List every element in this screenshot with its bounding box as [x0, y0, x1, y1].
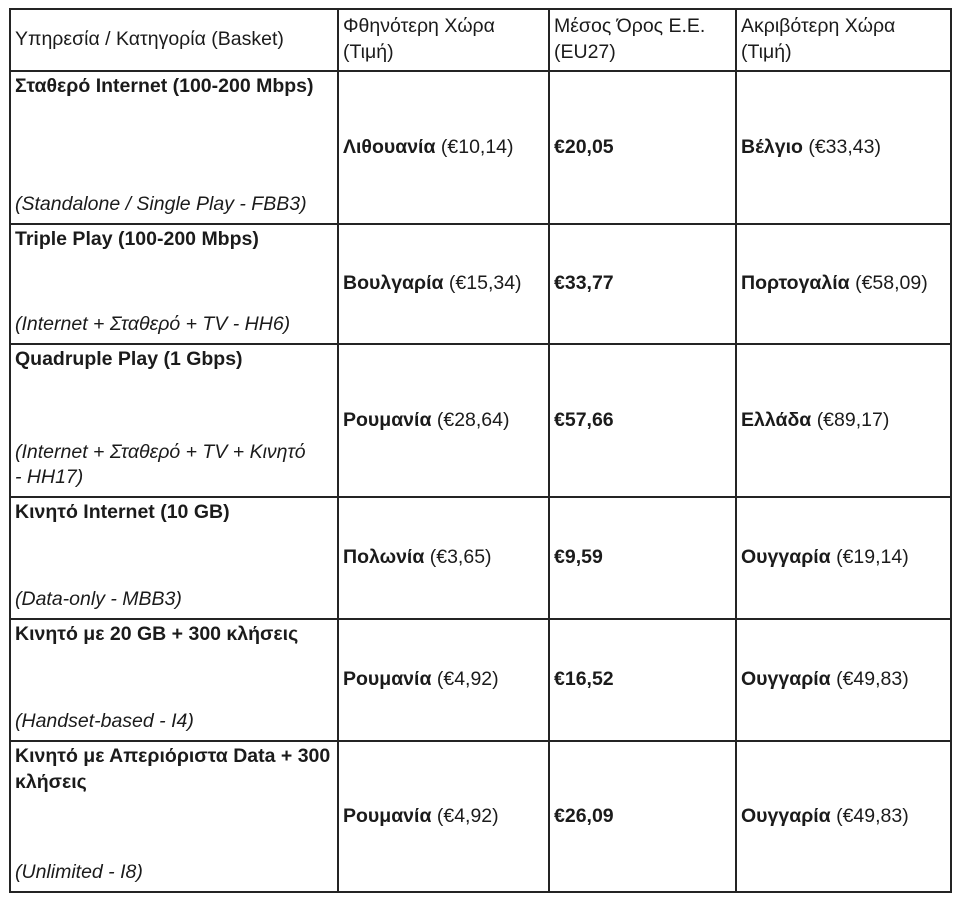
cheapest-country-cell: Βουλγαρία (€15,34): [337, 223, 550, 345]
expensive-country-name: Ουγγαρία: [741, 668, 831, 691]
expensive-country-cell: Βέλγιο (€33,43): [735, 70, 952, 225]
expensive-country-name: Βέλγιο: [741, 135, 803, 158]
eu-average-cell: €26,09: [548, 740, 737, 893]
column-header-eu-average: Μέσος Όρος Ε.Ε. (EU27): [548, 8, 737, 72]
expensive-country-price: (€19,14): [836, 546, 909, 569]
expensive-country-name: Πορτογαλία: [741, 272, 850, 295]
table-row: Triple Play (100-200 Mbps) (Internet + Σ…: [9, 223, 952, 345]
service-title: Κινητό με 20 GB + 300 κλήσεις: [15, 623, 299, 645]
cheapest-country-price: (€28,64): [436, 408, 510, 431]
column-header-service: Υπηρεσία / Κατηγορία (Basket): [9, 8, 339, 72]
cheapest-country-cell: Λιθουανία (€10,14): [337, 70, 550, 225]
cheapest-country-price: (€15,34): [448, 272, 522, 295]
cheapest-country-cell: Ρουμανία (€4,92): [337, 618, 550, 742]
cheapest-country-price: (€10,14): [440, 135, 514, 158]
cheapest-country-cell: Πολωνία (€3,65): [337, 496, 550, 620]
service-basket-note: (Standalone / Single Play - FBB3): [15, 193, 307, 216]
expensive-country-price: (€89,17): [816, 408, 890, 431]
expensive-country-price: (€33,43): [808, 135, 881, 158]
cheapest-country-name: Ρουμανία: [343, 408, 432, 431]
cheapest-country-cell: Ρουμανία (€4,92): [337, 740, 550, 893]
telecom-price-comparison-table: Υπηρεσία / Κατηγορία (Basket) Φθηνότερη …: [9, 8, 952, 893]
table-row: Κινητό Internet (10 GB) (Data-only - MBB…: [9, 496, 952, 620]
cheapest-country-price: (€3,65): [429, 546, 492, 569]
table-row: Κινητό με 20 GB + 300 κλήσεις (Handset-b…: [9, 618, 952, 742]
cheapest-country-name: Λιθουανία: [343, 135, 436, 158]
expensive-country-cell: Ουγγαρία (€49,83): [735, 618, 952, 742]
service-cell: Quadruple Play (1 Gbps) (Internet + Σταθ…: [9, 343, 339, 498]
expensive-country-cell: Ελλάδα (€89,17): [735, 343, 952, 498]
table-row: Κινητό με Απεριόριστα Data + 300 κλήσεις…: [9, 740, 952, 893]
table-row: Quadruple Play (1 Gbps) (Internet + Σταθ…: [9, 343, 952, 498]
cheapest-country-name: Ρουμανία: [343, 804, 432, 827]
column-header-cheapest-country: Φθηνότερη Χώρα (Τιμή): [337, 8, 550, 72]
service-title: Quadruple Play (1 Gbps): [15, 348, 243, 370]
eu-average-cell: €33,77: [548, 223, 737, 345]
cheapest-country-name: Ρουμανία: [343, 668, 432, 691]
column-header-most-expensive-country: Ακριβότερη Χώρα (Τιμή): [735, 8, 952, 72]
expensive-country-price: (€58,09): [855, 272, 928, 295]
eu-average-cell: €16,52: [548, 618, 737, 742]
service-title: Triple Play (100-200 Mbps): [15, 228, 259, 250]
cheapest-country-price: (€4,92): [436, 668, 499, 691]
expensive-country-price: (€49,83): [836, 668, 909, 691]
service-basket-note: (Data-only - MBB3): [15, 588, 182, 611]
expensive-country-name: Ελλάδα: [741, 408, 812, 431]
expensive-country-name: Ουγγαρία: [741, 804, 831, 827]
expensive-country-cell: Ουγγαρία (€49,83): [735, 740, 952, 893]
service-cell: Κινητό με Απεριόριστα Data + 300 κλήσεις…: [9, 740, 339, 893]
cheapest-country-price: (€4,92): [436, 804, 499, 827]
expensive-country-cell: Ουγγαρία (€19,14): [735, 496, 952, 620]
cheapest-country-name: Πολωνία: [343, 546, 425, 569]
service-basket-note: (Unlimited - I8): [15, 861, 143, 884]
service-cell: Triple Play (100-200 Mbps) (Internet + Σ…: [9, 223, 339, 345]
expensive-country-cell: Πορτογαλία (€58,09): [735, 223, 952, 345]
cheapest-country-name: Βουλγαρία: [343, 272, 444, 295]
service-cell: Κινητό με 20 GB + 300 κλήσεις (Handset-b…: [9, 618, 339, 742]
eu-average-cell: €20,05: [548, 70, 737, 225]
table-row: Σταθερό Internet (100-200 Mbps) (Standal…: [9, 70, 952, 225]
service-title: Κινητό Internet (10 GB): [15, 501, 230, 523]
eu-average-cell: €9,59: [548, 496, 737, 620]
service-basket-note: (Handset-based - I4): [15, 710, 194, 733]
service-basket-note: (Internet + Σταθερό + TV + Κινητό - HH17…: [15, 440, 306, 489]
service-basket-note: (Internet + Σταθερό + TV - HH6): [15, 313, 291, 336]
eu-average-cell: €57,66: [548, 343, 737, 498]
expensive-country-name: Ουγγαρία: [741, 546, 831, 569]
cheapest-country-cell: Ρουμανία (€28,64): [337, 343, 550, 498]
service-cell: Σταθερό Internet (100-200 Mbps) (Standal…: [9, 70, 339, 225]
header-row: Υπηρεσία / Κατηγορία (Basket) Φθηνότερη …: [9, 8, 952, 72]
service-title: Κινητό με Απεριόριστα Data + 300 κλήσεις: [15, 745, 331, 793]
service-cell: Κινητό Internet (10 GB) (Data-only - MBB…: [9, 496, 339, 620]
expensive-country-price: (€49,83): [836, 804, 909, 827]
service-title: Σταθερό Internet (100-200 Mbps): [15, 75, 314, 97]
